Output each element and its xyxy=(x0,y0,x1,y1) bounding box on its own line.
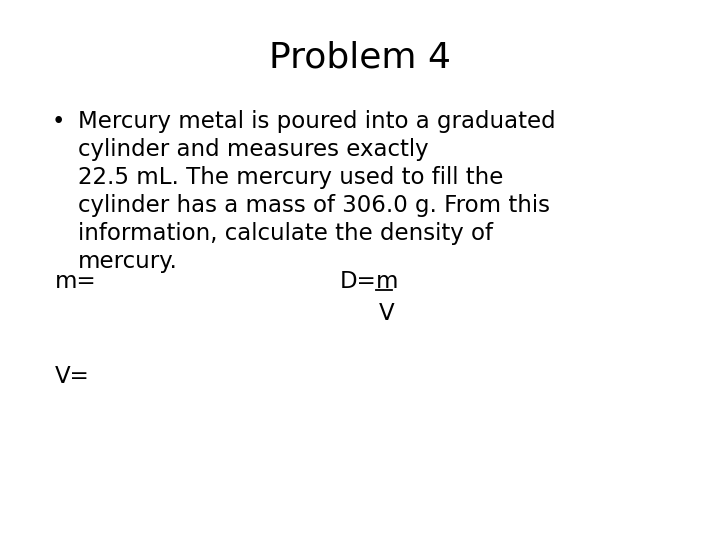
Text: V: V xyxy=(379,302,395,325)
Text: V=: V= xyxy=(55,365,90,388)
Text: Problem 4: Problem 4 xyxy=(269,40,451,74)
Text: •: • xyxy=(52,110,66,133)
Text: cylinder and measures exactly: cylinder and measures exactly xyxy=(78,138,428,161)
Text: m: m xyxy=(376,270,398,293)
Text: mercury.: mercury. xyxy=(78,250,178,273)
Text: information, calculate the density of: information, calculate the density of xyxy=(78,222,493,245)
Text: m=: m= xyxy=(55,270,96,293)
Text: D=: D= xyxy=(340,270,377,293)
Text: 22.5 mL. The mercury used to fill the: 22.5 mL. The mercury used to fill the xyxy=(78,166,503,189)
Text: Mercury metal is poured into a graduated: Mercury metal is poured into a graduated xyxy=(78,110,556,133)
Text: cylinder has a mass of 306.0 g. From this: cylinder has a mass of 306.0 g. From thi… xyxy=(78,194,550,217)
